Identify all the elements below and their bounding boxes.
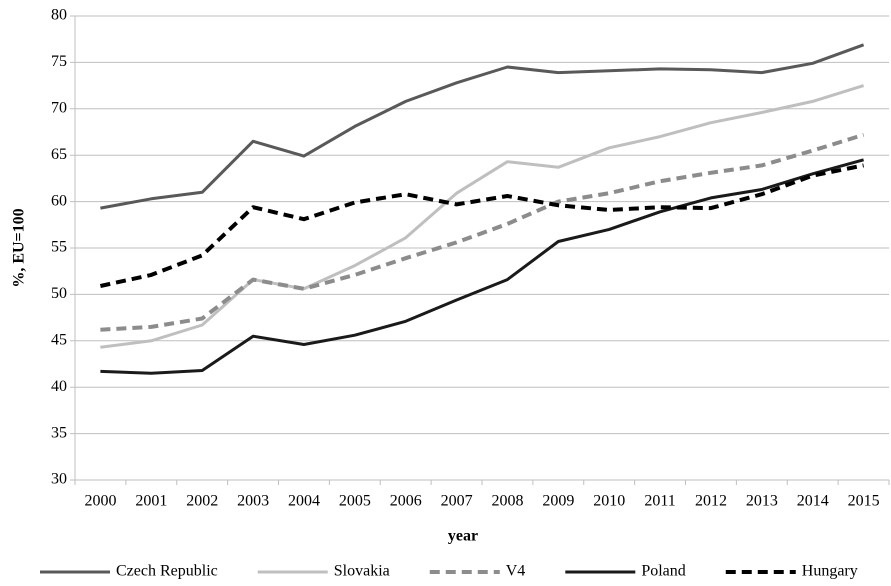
y-tick-label: 55: [51, 239, 67, 256]
series-line: [99, 163, 864, 288]
y-axis-label: %, EU=100: [11, 208, 28, 287]
x-tick-label: 2015: [848, 493, 880, 510]
y-tick-label: 70: [51, 99, 67, 116]
y-tick-label: 75: [51, 53, 67, 70]
legend-label: V4: [506, 563, 526, 580]
x-tick-label: 2004: [288, 493, 320, 510]
x-axis-label: year: [448, 528, 478, 545]
x-tick-label: 2007: [441, 493, 473, 510]
legend-label: Poland: [641, 563, 685, 580]
legend-label: Hungary: [802, 563, 858, 580]
y-tick-label: 40: [51, 378, 67, 395]
x-tick-label: 2011: [644, 493, 675, 510]
y-tick-label: 35: [51, 424, 67, 441]
series-line: [100, 158, 864, 375]
y-tick-label: 50: [51, 285, 67, 302]
x-tick-label: 2013: [746, 493, 778, 510]
y-tick-label: 80: [51, 7, 67, 24]
y-tick-label: 60: [51, 192, 67, 209]
series-line: [100, 84, 865, 349]
x-tick-label: 2012: [695, 493, 727, 510]
x-tick-label: 2006: [390, 493, 422, 510]
x-tick-label: 2009: [542, 493, 574, 510]
x-tick-label: 2000: [84, 493, 116, 510]
x-tick-label: 2003: [237, 493, 269, 510]
y-tick-label: 45: [51, 331, 67, 348]
x-tick-label: 2002: [186, 493, 218, 510]
x-tick-label: 2005: [339, 493, 371, 510]
x-tick-label: 2010: [593, 493, 625, 510]
x-tick-label: 2014: [797, 493, 829, 510]
series-line: [100, 43, 865, 210]
y-tick-label: 65: [51, 146, 67, 163]
legend-label: Slovakia: [334, 563, 390, 580]
series-line: [100, 132, 865, 332]
y-tick-label: 30: [51, 471, 67, 488]
x-tick-label: 2008: [491, 493, 523, 510]
legend-label: Czech Republic: [116, 563, 218, 580]
x-tick-label: 2001: [135, 493, 167, 510]
